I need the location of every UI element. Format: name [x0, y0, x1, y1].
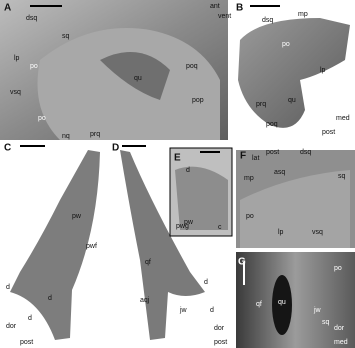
anatomy-label: post	[266, 149, 279, 156]
anatomy-label: prq	[256, 101, 266, 108]
bone-c	[10, 150, 100, 340]
panel-letter: D	[112, 143, 119, 154]
anatomy-label: po	[38, 115, 46, 122]
anatomy-label: d	[204, 279, 208, 286]
anatomy-label: d	[186, 167, 190, 174]
anatomy-label: po	[282, 41, 290, 48]
anatomy-label: dor	[334, 325, 345, 332]
anatomy-label: mp	[244, 175, 254, 182]
anatomy-label: nq	[62, 133, 70, 140]
anatomy-label: jw	[179, 307, 188, 314]
anatomy-label: sq	[62, 33, 70, 40]
anatomy-label: dor	[214, 325, 225, 332]
anatomy-label: post	[20, 339, 33, 346]
anatomy-label: pop	[192, 97, 204, 104]
anatomy-label: med	[336, 115, 350, 122]
anatomy-label: c	[218, 224, 222, 231]
bone-f	[240, 170, 350, 248]
photo-g	[236, 252, 355, 348]
foramen-g	[272, 275, 292, 335]
panel-letter: F	[240, 151, 246, 162]
panel-letter: B	[236, 3, 243, 14]
anatomy-label: jw	[313, 307, 322, 314]
anatomy-label: po	[30, 63, 38, 70]
anatomy-label: qu	[278, 299, 286, 306]
anatomy-label: d	[6, 284, 10, 291]
anatomy-label: pwg	[176, 223, 189, 230]
anatomy-label: aqj	[140, 297, 150, 304]
anatomy-label: pwf	[86, 243, 97, 250]
anatomy-label: sq	[322, 319, 330, 326]
anatomy-label: pw	[184, 219, 194, 226]
anatomy-label: mp	[298, 11, 308, 18]
anatomy-label: d	[28, 315, 32, 322]
anatomy-label: po	[334, 265, 342, 272]
anatomy-label: d	[48, 295, 52, 302]
anatomy-label: dor	[6, 323, 17, 330]
anatomy-label: dsq	[26, 15, 37, 22]
anatomy-label: lat	[252, 155, 259, 162]
panel-letter: C	[4, 143, 11, 154]
panel-letter: G	[238, 257, 246, 268]
anatomy-label: qf	[145, 259, 151, 266]
anatomy-label: qu	[134, 75, 142, 82]
anatomy-label: vsq	[312, 229, 323, 236]
bone-e	[175, 166, 228, 230]
bone-b	[238, 18, 350, 128]
anatomy-label: prq	[90, 131, 100, 138]
anatomy-label: poq	[266, 121, 278, 128]
anatomy-label: sq	[338, 173, 346, 180]
anatomy-label: post	[322, 129, 335, 136]
anatomy-label: qu	[288, 97, 296, 104]
anatomy-label: qf	[256, 301, 262, 308]
anatomy-label: lp	[14, 55, 20, 62]
anatomy-label: pw	[72, 213, 82, 220]
anatomy-label: dsq	[300, 149, 311, 156]
anatomy-label: poq	[186, 63, 198, 70]
bone-d	[120, 150, 205, 340]
anatomy-label: po	[246, 213, 254, 220]
fenestra-a	[100, 52, 170, 100]
anatomy-label: dsq	[262, 17, 273, 24]
anatomy-label: lp	[320, 67, 326, 74]
panel-letter: E	[174, 153, 181, 164]
anatomy-label: d	[210, 307, 214, 314]
anatomy-label: lp	[278, 229, 284, 236]
anatomy-label: asq	[274, 169, 285, 176]
anatomy-label: vent	[218, 13, 231, 20]
panel-letter: A	[4, 3, 11, 14]
anatomy-label: post	[214, 339, 227, 346]
anatomy-label: ant	[210, 3, 220, 10]
anatomy-label: vsq	[10, 89, 21, 96]
anatomy-label: med	[334, 339, 348, 346]
